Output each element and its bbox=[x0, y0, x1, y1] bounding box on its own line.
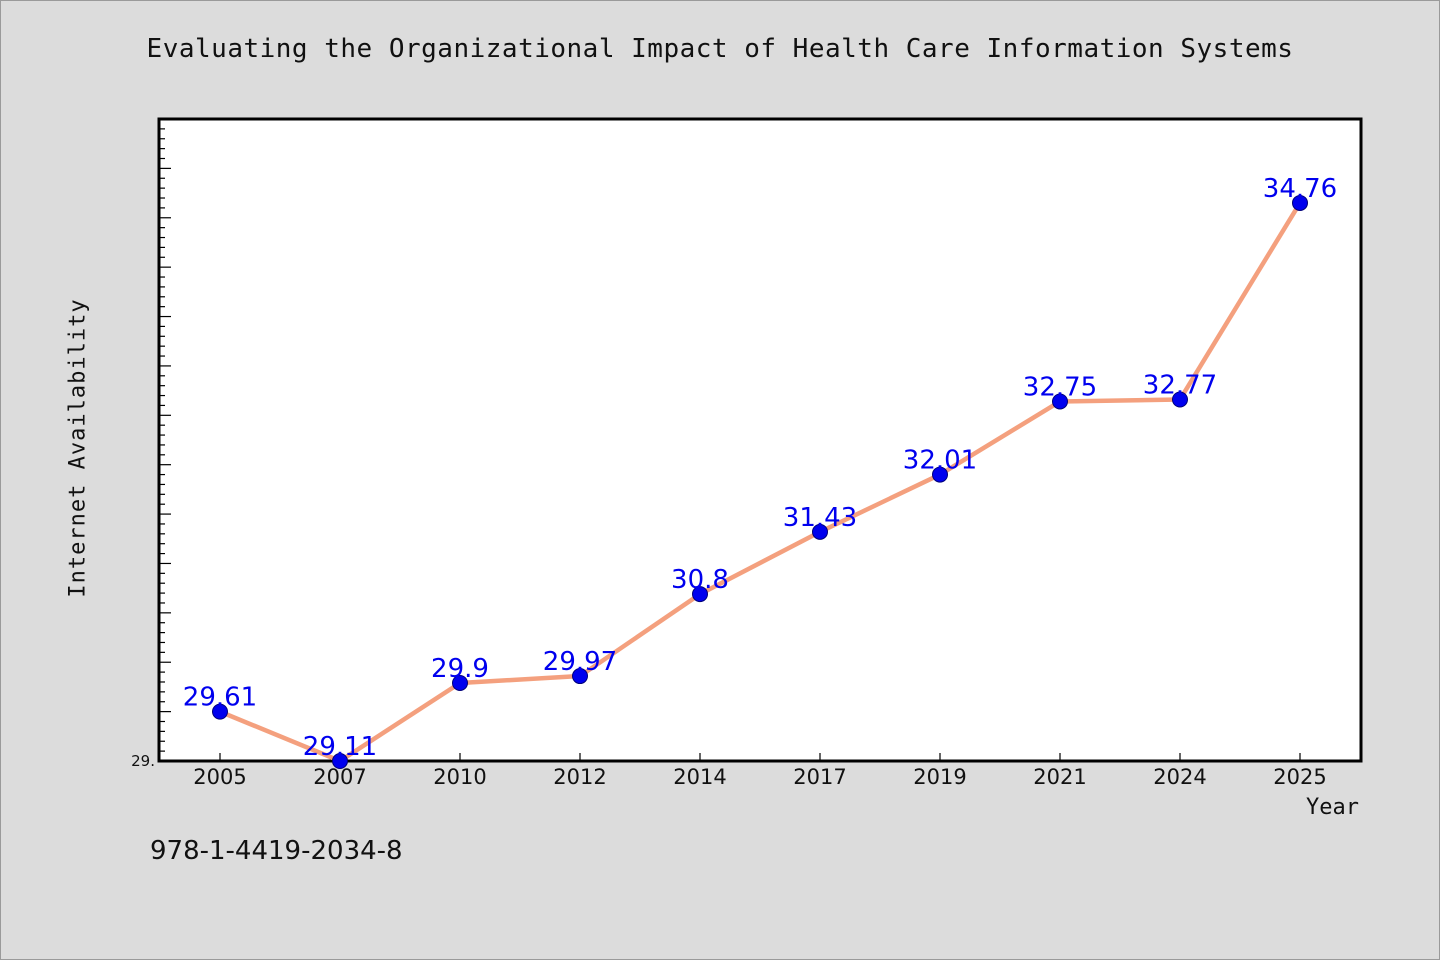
data-label: 32.75 bbox=[1023, 372, 1097, 402]
data-point bbox=[812, 523, 828, 540]
data-labels: 29.61 29.11 29.9 29.97 30.8 31.43 32.01 32.75 32… bbox=[183, 174, 1337, 762]
data-point bbox=[332, 753, 348, 769]
x-tick-label: 2005 bbox=[193, 765, 246, 789]
data-label: 29.97 bbox=[543, 647, 617, 677]
x-tick-label: 2017 bbox=[793, 765, 846, 789]
data-label: 29.61 bbox=[183, 683, 257, 713]
x-tick-label: 2024 bbox=[1153, 765, 1206, 789]
x-tick-label: 2025 bbox=[1273, 765, 1326, 789]
plot-area bbox=[157, 117, 1363, 763]
y-tick-label: 29. bbox=[131, 752, 155, 770]
x-tick-label: 2010 bbox=[433, 765, 486, 789]
isbn-footer: 978-1-4419-2034-8 bbox=[150, 836, 403, 866]
data-label: 34.76 bbox=[1263, 174, 1337, 204]
data-markers bbox=[212, 194, 1308, 769]
chart-title: Evaluating the Organizational Impact of … bbox=[146, 34, 1294, 64]
data-point bbox=[572, 668, 588, 685]
data-label: 32.77 bbox=[1143, 371, 1217, 401]
x-tick-label: 2014 bbox=[673, 765, 726, 789]
data-label: 30.8 bbox=[671, 565, 729, 595]
series-line bbox=[217, 200, 1303, 764]
data-point bbox=[692, 586, 708, 603]
data-point bbox=[452, 674, 468, 691]
data-point bbox=[1052, 393, 1068, 410]
data-point bbox=[932, 466, 948, 483]
x-tick-label: 2012 bbox=[553, 765, 606, 789]
x-tick-label: 2019 bbox=[913, 765, 966, 789]
data-point bbox=[212, 703, 228, 720]
data-label: 31.43 bbox=[783, 503, 857, 533]
data-label: 29.9 bbox=[431, 654, 489, 684]
data-point bbox=[1172, 391, 1188, 408]
y-axis-ticks: 29. bbox=[131, 118, 171, 770]
data-point bbox=[1292, 194, 1308, 211]
x-tick-label: 2021 bbox=[1033, 765, 1086, 789]
data-label: 29.11 bbox=[303, 732, 377, 762]
x-axis-ticks: 2005 2007 2010 2012 2014 2017 2019 2021 2024 2025 bbox=[193, 753, 1327, 789]
data-label: 32.01 bbox=[903, 446, 977, 476]
x-axis-label: Year bbox=[1306, 795, 1359, 820]
